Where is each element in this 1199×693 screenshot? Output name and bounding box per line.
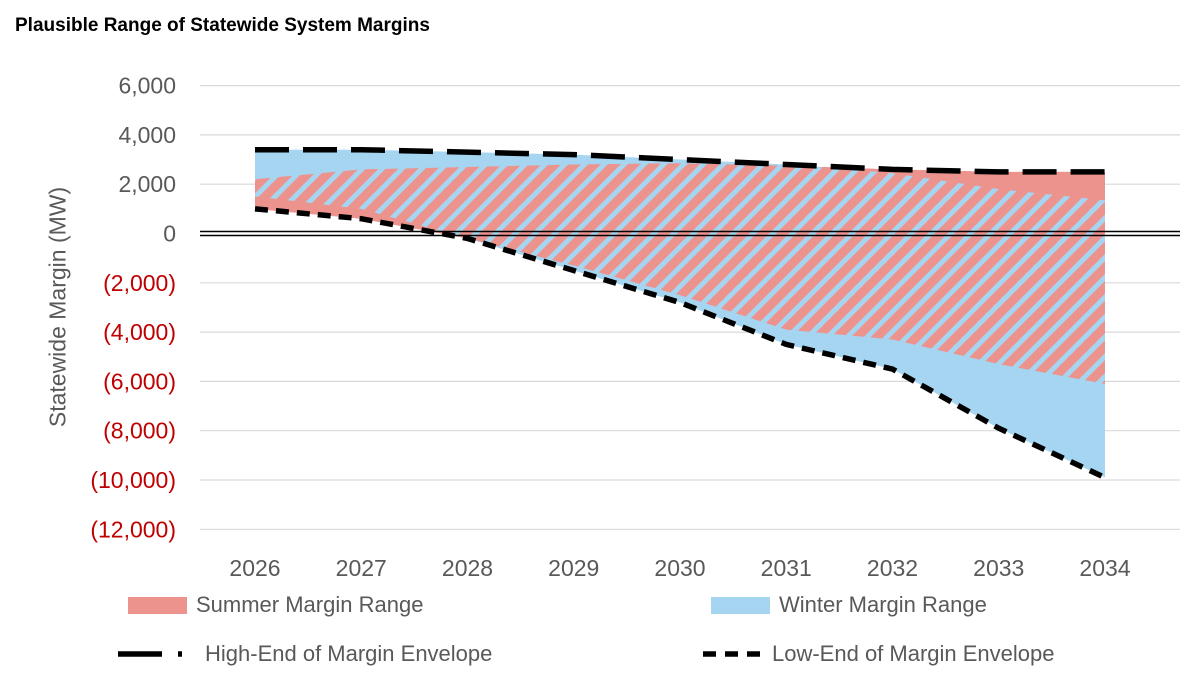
y-tick-label: (4,000) bbox=[103, 319, 176, 345]
x-tick-label: 2031 bbox=[761, 555, 812, 581]
low-end-envelope-line bbox=[254, 206, 1107, 481]
x-tick-label: 2034 bbox=[1079, 555, 1130, 581]
short-dash-line-icon bbox=[703, 651, 763, 657]
legend-label-high-envelope: High-End of Margin Envelope bbox=[205, 641, 493, 666]
y-tick-label: (2,000) bbox=[103, 270, 176, 296]
legend-item-low-envelope: Low-End of Margin Envelope bbox=[703, 640, 1055, 668]
legend-item-summer: Summer Margin Range bbox=[128, 591, 423, 619]
legend-label-summer: Summer Margin Range bbox=[196, 592, 424, 617]
y-tick-label: (10,000) bbox=[90, 467, 176, 493]
x-tick-label: 2028 bbox=[442, 555, 493, 581]
long-dash-dot-line-icon bbox=[118, 651, 196, 657]
y-tick-label: 2,000 bbox=[118, 171, 176, 197]
legend-label-winter: Winter Margin Range bbox=[779, 592, 987, 617]
y-tick-label: 6,000 bbox=[118, 73, 176, 99]
x-tick-label: 2033 bbox=[973, 555, 1024, 581]
y-tick-label: 0 bbox=[163, 221, 176, 247]
x-tick-label: 2026 bbox=[229, 555, 280, 581]
y-tick-label: (12,000) bbox=[90, 516, 176, 542]
y-tick-label: (8,000) bbox=[103, 418, 176, 444]
summer-swatch-icon bbox=[128, 596, 187, 614]
legend-label-low-envelope: Low-End of Margin Envelope bbox=[772, 641, 1055, 666]
x-tick-label: 2032 bbox=[867, 555, 918, 581]
x-tick-label: 2029 bbox=[548, 555, 599, 581]
y-tick-label: (6,000) bbox=[103, 368, 176, 394]
x-tick-label: 2027 bbox=[336, 555, 387, 581]
winter-swatch-icon bbox=[711, 596, 770, 614]
chart-title: Plausible Range of Statewide System Marg… bbox=[15, 15, 430, 36]
x-tick-label: 2030 bbox=[654, 555, 705, 581]
y-tick-label: 4,000 bbox=[118, 122, 176, 148]
legend-item-high-envelope: High-End of Margin Envelope bbox=[118, 640, 492, 668]
summer-margin-hatch-overlay bbox=[255, 163, 1105, 384]
legend-item-winter: Winter Margin Range bbox=[711, 591, 987, 619]
